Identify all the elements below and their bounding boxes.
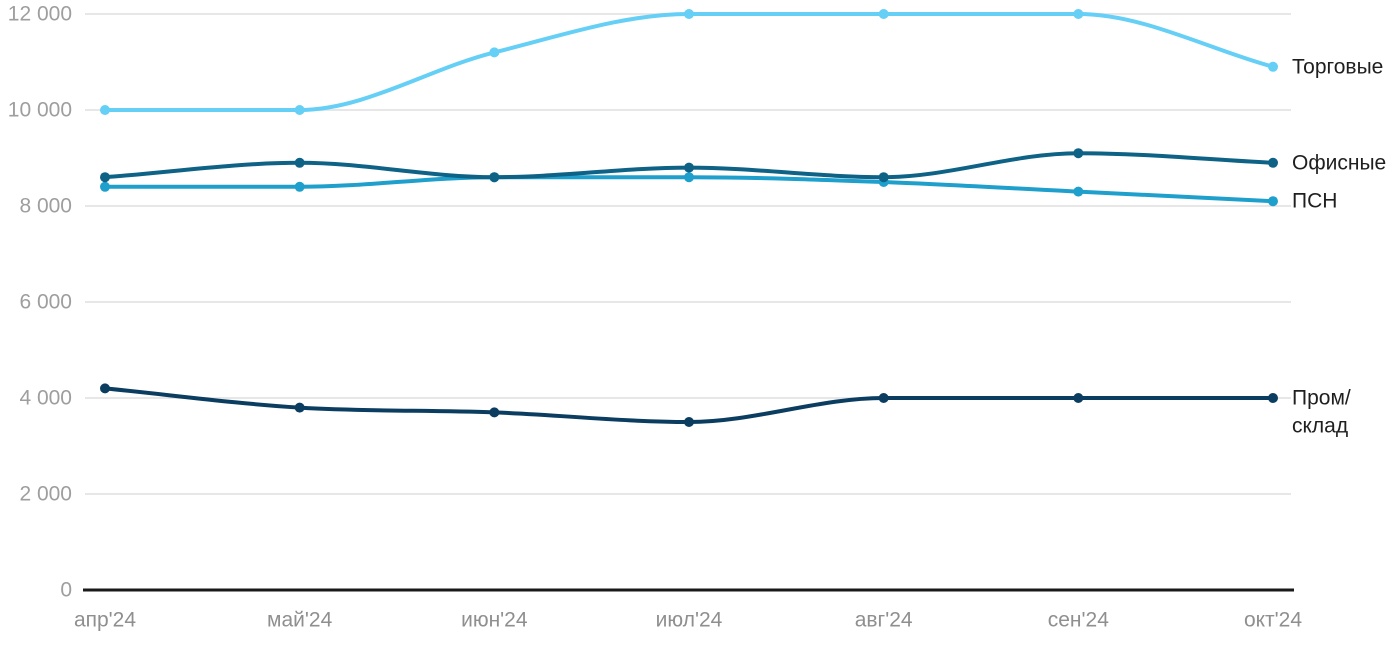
x-tick-label: окт'24 <box>1244 609 1302 632</box>
x-tick-label: май'24 <box>267 609 333 632</box>
y-tick-label: 6 000 <box>19 291 72 314</box>
legend-label-prom-sklad: Пром/ <box>1292 387 1351 410</box>
legend-label-psn: ПСН <box>1292 190 1337 213</box>
data-point-prom-sklad <box>100 383 110 394</box>
y-tick-label: 2 000 <box>19 483 72 506</box>
data-point-torgovye <box>100 105 110 115</box>
data-point-ofisnye <box>100 172 110 183</box>
data-point-ofisnye <box>684 162 694 173</box>
data-point-psn <box>1073 186 1084 197</box>
data-point-ofisnye <box>1073 148 1084 159</box>
x-tick-label: июл'24 <box>656 609 723 632</box>
data-point-prom-sklad <box>684 417 694 427</box>
data-point-prom-sklad <box>1073 393 1084 403</box>
data-point-prom-sklad <box>489 407 500 418</box>
y-tick-label: 12 000 <box>8 3 72 26</box>
data-point-torgovye <box>489 47 500 58</box>
data-point-prom-sklad <box>1268 393 1278 403</box>
y-tick-label: 4 000 <box>19 387 72 410</box>
legend-label-torgovye: Торговые <box>1292 55 1383 78</box>
data-point-ofisnye <box>878 172 889 183</box>
data-point-ofisnye <box>1268 157 1278 168</box>
data-point-ofisnye <box>489 172 500 183</box>
y-tick-label: 0 <box>60 579 72 602</box>
data-point-torgovye <box>1073 9 1084 19</box>
data-point-torgovye <box>294 105 305 115</box>
data-point-prom-sklad <box>294 402 305 413</box>
data-point-torgovye <box>1268 61 1278 72</box>
series-line-torgovye <box>103 11 1275 113</box>
y-tick-label: 10 000 <box>8 99 72 122</box>
legend-label-prom-sklad: склад <box>1292 415 1348 438</box>
data-point-psn <box>294 181 305 192</box>
data-point-ofisnye <box>294 157 305 168</box>
x-tick-label: апр'24 <box>74 609 136 632</box>
data-point-psn <box>684 172 694 183</box>
series-line-prom-sklad <box>103 386 1275 425</box>
data-point-psn <box>1268 196 1278 207</box>
y-tick-label: 8 000 <box>19 195 72 218</box>
data-point-prom-sklad <box>878 393 889 403</box>
data-point-psn <box>100 181 110 192</box>
x-tick-label: сен'24 <box>1048 609 1109 632</box>
x-tick-label: июн'24 <box>461 609 528 632</box>
legend-label-ofisnye: Офисные <box>1292 151 1386 174</box>
data-point-torgovye <box>878 9 889 19</box>
x-tick-label: авг'24 <box>855 609 913 632</box>
data-point-torgovye <box>684 9 694 19</box>
